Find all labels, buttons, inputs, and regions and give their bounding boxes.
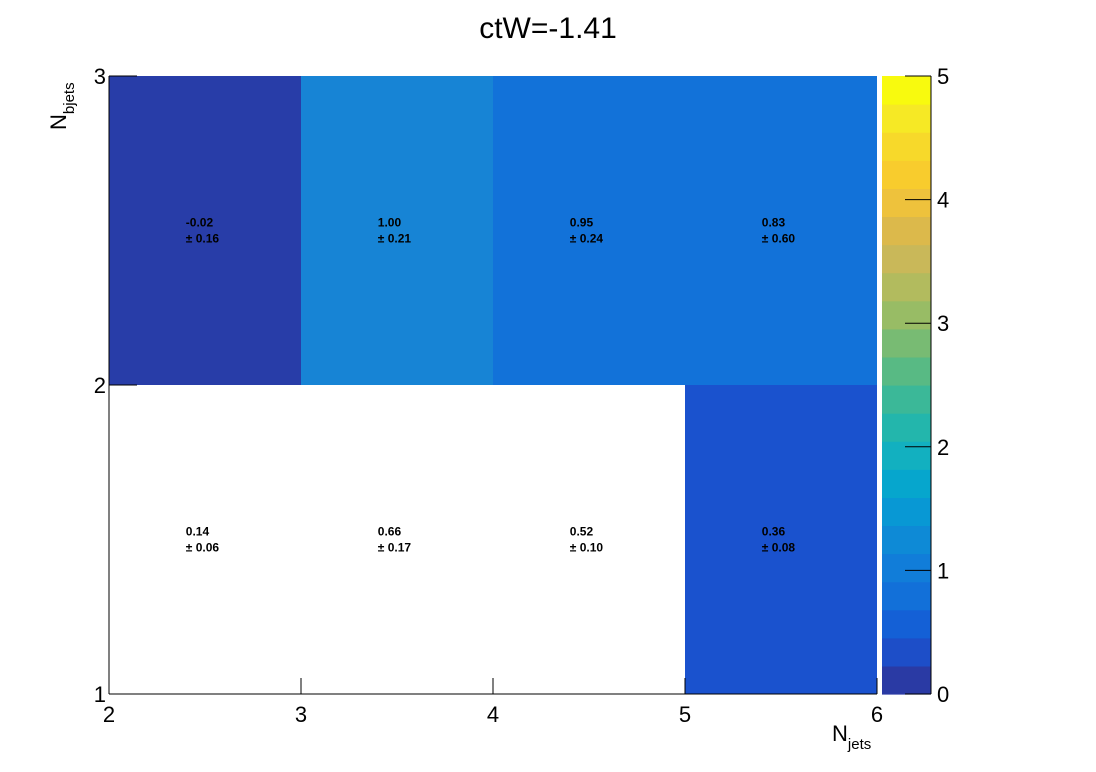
heatmap-cell bbox=[493, 76, 685, 385]
heatmap-cell bbox=[301, 76, 493, 385]
cell-value-label: 0.83 bbox=[762, 216, 786, 230]
colorbar-segment bbox=[882, 132, 931, 161]
colorbar-segment bbox=[882, 413, 931, 442]
colorbar-segment bbox=[882, 441, 931, 470]
colorbar-tick-label: 2 bbox=[937, 435, 949, 460]
cell-error-label: ± 0.24 bbox=[570, 232, 604, 246]
colorbar-tick-label: 3 bbox=[937, 311, 949, 336]
heatmap-cell bbox=[685, 385, 877, 694]
colorbar-segment bbox=[882, 525, 931, 555]
heatmap-cell bbox=[109, 385, 301, 694]
heatmap-cell bbox=[493, 385, 685, 694]
y-axis-title-sub: bjets bbox=[61, 82, 78, 114]
cell-value-label: 0.52 bbox=[570, 525, 594, 539]
cell-error-label: ± 0.16 bbox=[186, 232, 220, 246]
colorbar-tick-label: 5 bbox=[937, 64, 949, 89]
colorbar-segment bbox=[882, 328, 931, 358]
x-axis-title-sub: jets bbox=[847, 736, 871, 753]
colorbar-segment bbox=[882, 609, 931, 639]
cell-labels: -0.02 ± 0.16 1.00 ± 0.21 0.95 ± 0.24 0.83 ± 0.6… bbox=[186, 216, 796, 555]
x-tick-label: 6 bbox=[871, 702, 883, 727]
x-tick-label: 4 bbox=[487, 702, 499, 727]
y-axis-title: Nbjets bbox=[46, 82, 78, 130]
y-tick-label: 3 bbox=[94, 64, 106, 89]
cell-error-label: ± 0.08 bbox=[762, 541, 796, 555]
colorbar-segment bbox=[882, 188, 931, 218]
colorbar-segment bbox=[882, 497, 931, 527]
cell-value-label: 1.00 bbox=[378, 216, 402, 230]
heatmap-cell bbox=[109, 76, 301, 385]
colorbar-tick-label: 4 bbox=[937, 188, 949, 213]
heatmap-cell bbox=[301, 385, 493, 694]
cell-value-label: 0.36 bbox=[762, 525, 786, 539]
colorbar-segment bbox=[882, 637, 931, 667]
colorbar-segment bbox=[882, 272, 931, 302]
colorbar-segment bbox=[882, 300, 931, 330]
colorbar: 0 1 2 3 4 5 bbox=[882, 64, 949, 707]
cell-value-label: -0.02 bbox=[186, 216, 214, 230]
y-axis-title-main: N bbox=[46, 114, 71, 130]
colorbar-segment bbox=[882, 665, 931, 695]
colorbar-segment bbox=[882, 216, 931, 246]
x-tick-label: 3 bbox=[295, 702, 307, 727]
colorbar-tick-label: 1 bbox=[937, 558, 949, 583]
x-tick-label: 5 bbox=[679, 702, 691, 727]
colorbar-segment bbox=[882, 553, 931, 583]
cell-error-label: ± 0.60 bbox=[762, 232, 796, 246]
cell-error-label: ± 0.17 bbox=[378, 541, 412, 555]
chart-title: ctW=-1.41 bbox=[479, 12, 617, 45]
y-tick-label: 2 bbox=[94, 373, 106, 398]
cell-error-label: ± 0.10 bbox=[570, 541, 604, 555]
x-axis-title: Njets bbox=[832, 721, 871, 753]
heatmap-cell bbox=[685, 76, 877, 385]
x-axis-title-main: N bbox=[832, 721, 848, 746]
colorbar-segment bbox=[882, 160, 931, 189]
colorbar-segment bbox=[882, 385, 931, 414]
colorbar-segment bbox=[882, 581, 931, 611]
colorbar-tick-label: 0 bbox=[937, 682, 949, 707]
y-tick-label: 1 bbox=[94, 682, 106, 707]
cell-value-label: 0.66 bbox=[378, 525, 402, 539]
colorbar-segment bbox=[882, 76, 931, 105]
colorbar-segment bbox=[882, 469, 931, 498]
x-tick-label: 2 bbox=[103, 702, 115, 727]
colorbar-segment bbox=[882, 356, 931, 386]
colorbar-segment bbox=[882, 104, 931, 133]
cell-error-label: ± 0.21 bbox=[378, 232, 412, 246]
colorbar-segment bbox=[882, 244, 931, 274]
cell-error-label: ± 0.06 bbox=[186, 541, 220, 555]
heatmap-cells bbox=[109, 76, 877, 694]
cell-value-label: 0.14 bbox=[186, 525, 210, 539]
cell-value-label: 0.95 bbox=[570, 216, 594, 230]
